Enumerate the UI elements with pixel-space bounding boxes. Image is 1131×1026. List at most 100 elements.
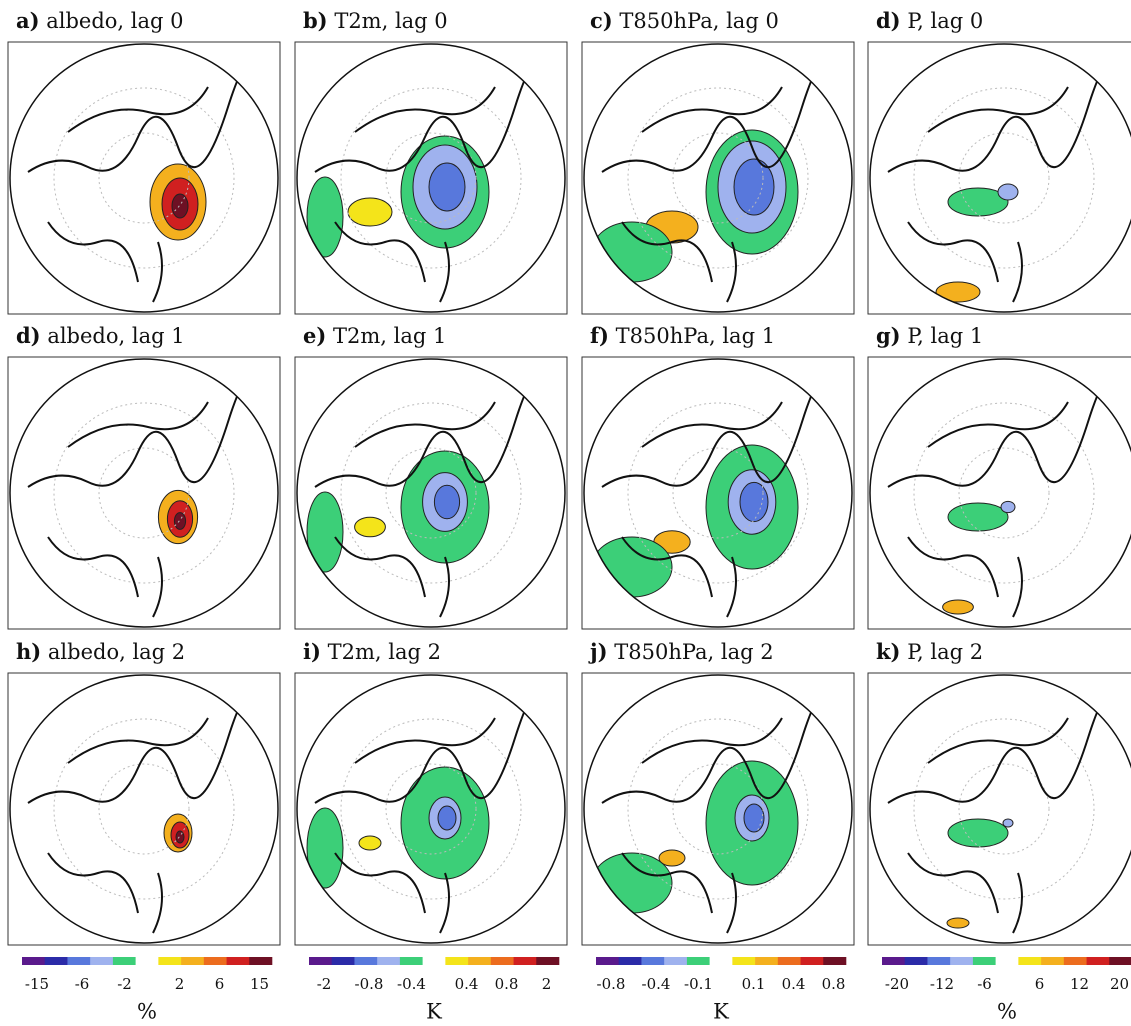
map-panel: d) albedo, lag 1 <box>8 323 280 630</box>
anomaly-area <box>429 163 465 211</box>
panel-letter: k) <box>876 639 901 664</box>
map-panel: c) T850hPa, lag 0 <box>582 8 854 315</box>
colorbar-segment <box>1109 957 1131 965</box>
panel-letter: f) <box>590 323 609 348</box>
colorbar-tick-label: 0.4 <box>455 975 479 993</box>
colorbar-segment <box>536 957 559 965</box>
colorbar-unit: K <box>713 1000 729 1024</box>
colorbar-segment <box>1041 957 1064 965</box>
map-panel: j) T850hPa, lag 2 <box>582 639 854 946</box>
colorbar-segment <box>882 957 905 965</box>
map-panel: h) albedo, lag 2 <box>8 639 280 946</box>
colorbar-tick-label: -20 <box>885 975 909 993</box>
colorbar-segment <box>710 957 733 965</box>
colorbar-tick-label: -0.4 <box>642 975 671 993</box>
panel-title: e) T2m, lag 1 <box>303 323 446 348</box>
colorbar-segment <box>905 957 928 965</box>
colorbar-unit: % <box>137 1000 157 1024</box>
colorbar-segment <box>927 957 950 965</box>
colorbar-unit: K <box>426 1000 442 1024</box>
colorbar-segment <box>1087 957 1110 965</box>
colorbar-tick-label: -2 <box>317 975 332 993</box>
panel-title-text: albedo, lag 0 <box>46 9 183 33</box>
colorbar-tick-label: 20 <box>1110 975 1129 993</box>
colorbar-tick-label: -6 <box>75 975 90 993</box>
panel-title: g) P, lag 1 <box>876 323 983 348</box>
colorbar-tick-label: 0.4 <box>782 975 806 993</box>
colorbar-tick-label: 0.1 <box>742 975 766 993</box>
colorbar-segment <box>400 957 423 965</box>
colorbar-unit: % <box>997 1000 1017 1024</box>
figure: a) albedo, lag 0b) T2m, lag 0c) T850hPa,… <box>0 0 1131 1026</box>
anomaly-area <box>359 836 381 850</box>
anomaly-area <box>348 198 392 226</box>
colorbar-tick-label: -2 <box>117 975 132 993</box>
panel-title: b) T2m, lag 0 <box>303 8 448 33</box>
anomaly-area <box>744 804 764 832</box>
anomaly-area <box>1003 819 1013 827</box>
panel-title-text: T850hPa, lag 2 <box>614 640 773 664</box>
colorbar-segment <box>181 957 204 965</box>
panel-title-text: T2m, lag 0 <box>334 9 447 33</box>
anomaly-area <box>947 918 969 928</box>
colorbar-tick-label: 0.8 <box>822 975 846 993</box>
map-panel: e) T2m, lag 1 <box>295 323 567 630</box>
colorbar-segment <box>354 957 377 965</box>
colorbar-tick-label: -6 <box>977 975 992 993</box>
panel-letter: i) <box>303 639 321 664</box>
colorbar-tick-label: 2 <box>175 975 185 993</box>
map-panel: i) T2m, lag 2 <box>295 639 567 946</box>
colorbar-tick-label: -12 <box>930 975 954 993</box>
panel-letter: c) <box>590 8 613 33</box>
colorbar-segment <box>90 957 113 965</box>
panel-frame <box>868 42 1131 314</box>
colorbar-segment <box>823 957 846 965</box>
panel-letter: d) <box>16 323 41 348</box>
colorbar-segment <box>332 957 355 965</box>
colorbar-segment <box>45 957 68 965</box>
colorbar-tick-label: 6 <box>215 975 225 993</box>
colorbar-tick-label: 15 <box>250 975 269 993</box>
panel-title-text: P, lag 1 <box>907 324 983 348</box>
colorbar-tick-label: -0.1 <box>684 975 713 993</box>
colorbar-segment <box>1064 957 1087 965</box>
map-panel: f) T850hPa, lag 1 <box>582 323 854 630</box>
panel-title: c) T850hPa, lag 0 <box>590 8 779 33</box>
panel-title-text: P, lag 2 <box>907 640 983 664</box>
map-panel: b) T2m, lag 0 <box>295 8 567 315</box>
anomaly-area <box>438 806 456 830</box>
colorbar-segment <box>22 957 45 965</box>
colorbar-segment <box>641 957 664 965</box>
panel-title: k) P, lag 2 <box>876 639 983 664</box>
panel-title: h) albedo, lag 2 <box>16 639 185 664</box>
colorbar-tick-label: -0.4 <box>397 975 426 993</box>
map-panel: g) P, lag 1 <box>868 323 1131 630</box>
colorbar-tick-label: -15 <box>25 975 49 993</box>
panel-letter: j) <box>588 639 608 664</box>
panel-title-text: T2m, lag 2 <box>328 640 441 664</box>
anomaly-area <box>174 513 185 530</box>
panel-frame <box>868 357 1131 629</box>
colorbar-tick-label: 6 <box>1035 975 1045 993</box>
panel-letter: e) <box>303 323 326 348</box>
colorbar-tick-label: -0.8 <box>597 975 626 993</box>
colorbar-segment <box>778 957 801 965</box>
panel-frame <box>868 673 1131 945</box>
colorbar-segment <box>950 957 973 965</box>
panel-title: d) albedo, lag 1 <box>16 323 185 348</box>
colorbar-segment <box>1018 957 1041 965</box>
panel-title-text: T2m, lag 1 <box>333 324 446 348</box>
panel-title: d) P, lag 0 <box>876 8 983 33</box>
colorbar-tick-label: 12 <box>1070 975 1089 993</box>
colorbar-tick-label: 0.8 <box>495 975 519 993</box>
colorbar-segment <box>514 957 537 965</box>
colorbar-segment <box>136 957 159 965</box>
colorbar-segment <box>732 957 755 965</box>
panel-letter: h) <box>16 639 41 664</box>
panel-title-text: albedo, lag 1 <box>47 324 184 348</box>
panel-title-text: P, lag 0 <box>907 9 983 33</box>
colorbar-segment <box>996 957 1019 965</box>
anomaly-area <box>998 184 1018 200</box>
map-panel: k) P, lag 2 <box>868 639 1131 946</box>
colorbar-segment <box>67 957 90 965</box>
